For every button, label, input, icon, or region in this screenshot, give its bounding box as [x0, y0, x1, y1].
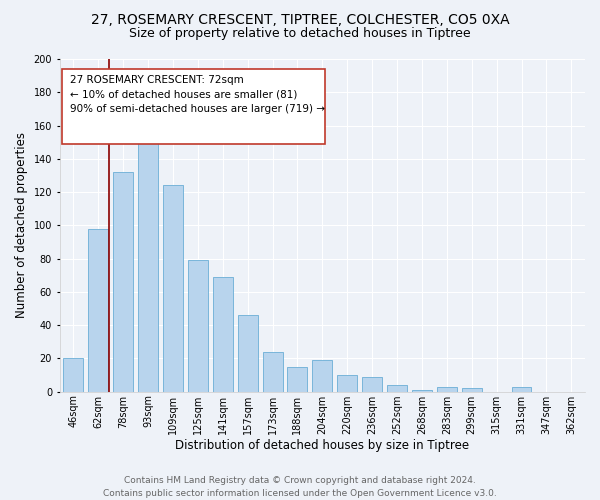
Bar [88, 228, 108, 392]
Text: Contains HM Land Registry data © Crown copyright and database right 2024.
Contai: Contains HM Land Registry data © Crown c… [103, 476, 497, 498]
Bar [238, 315, 257, 392]
FancyBboxPatch shape [62, 69, 325, 144]
Bar [263, 352, 283, 392]
Bar [138, 137, 158, 392]
Bar [362, 376, 382, 392]
Bar [337, 375, 357, 392]
Bar [412, 390, 432, 392]
Bar [437, 386, 457, 392]
Bar [188, 260, 208, 392]
Text: 27 ROSEMARY CRESCENT: 72sqm
← 10% of detached houses are smaller (81)
90% of sem: 27 ROSEMARY CRESCENT: 72sqm ← 10% of det… [70, 75, 325, 114]
Y-axis label: Number of detached properties: Number of detached properties [15, 132, 28, 318]
Bar [213, 277, 233, 392]
Text: Size of property relative to detached houses in Tiptree: Size of property relative to detached ho… [129, 28, 471, 40]
Bar [287, 366, 307, 392]
Bar [462, 388, 482, 392]
Bar [163, 186, 183, 392]
Bar [313, 360, 332, 392]
Bar [512, 386, 532, 392]
X-axis label: Distribution of detached houses by size in Tiptree: Distribution of detached houses by size … [175, 440, 469, 452]
Bar [387, 385, 407, 392]
Text: 27, ROSEMARY CRESCENT, TIPTREE, COLCHESTER, CO5 0XA: 27, ROSEMARY CRESCENT, TIPTREE, COLCHEST… [91, 12, 509, 26]
Bar [64, 358, 83, 392]
Bar [113, 172, 133, 392]
